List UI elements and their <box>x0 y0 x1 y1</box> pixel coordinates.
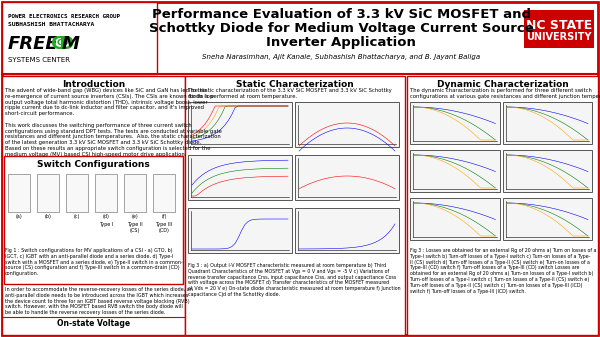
Text: Fig 3 : a) Output I-V MOSFET characteristic measured at room temperature b) Thir: Fig 3 : a) Output I-V MOSFET characteris… <box>188 263 401 297</box>
Bar <box>503 102 592 144</box>
Text: Static Characterization: Static Characterization <box>236 80 354 89</box>
Bar <box>524 10 594 48</box>
Bar <box>37 174 59 212</box>
Text: (f): (f) <box>161 214 167 219</box>
Bar <box>410 102 499 144</box>
Bar <box>410 198 499 240</box>
Bar <box>295 102 399 147</box>
Text: (b): (b) <box>44 214 52 219</box>
Text: The dynamic characterization is performed for three different switch
configurati: The dynamic characterization is performe… <box>410 88 600 99</box>
Bar <box>2 76 185 335</box>
Bar <box>153 174 175 212</box>
Text: Introduction: Introduction <box>62 80 125 89</box>
Bar <box>295 208 399 253</box>
Text: (e): (e) <box>131 214 139 219</box>
Text: FREE: FREE <box>8 35 59 53</box>
Bar <box>188 155 292 200</box>
Text: ↂ: ↂ <box>51 35 74 53</box>
Text: Type I: Type I <box>99 222 113 227</box>
Text: (d): (d) <box>103 214 109 219</box>
Text: (c): (c) <box>74 214 80 219</box>
Text: Schottky Diode for Medium Voltage Current Source: Schottky Diode for Medium Voltage Curren… <box>149 22 533 35</box>
Text: In order to accommodate the reverse-recovery losses of the series diode, an
anti: In order to accommodate the reverse-reco… <box>5 287 193 315</box>
Bar <box>188 208 292 253</box>
Text: POWER ELECTRONICS RESEARCH GROUP: POWER ELECTRONICS RESEARCH GROUP <box>8 14 120 19</box>
Text: NC STATE: NC STATE <box>526 19 592 32</box>
Bar <box>503 150 592 192</box>
Text: The static characterization of the 3.3 kV SiC MOSFET and 3.3 kV SiC Schottky
dio: The static characterization of the 3.3 k… <box>188 88 392 99</box>
Text: Fig 3 : Losses are obtained for an external Rg of 20 ohms a) Turn on losses of a: Fig 3 : Losses are obtained for an exter… <box>410 248 596 294</box>
Bar <box>8 174 30 212</box>
Bar <box>95 174 117 212</box>
Bar <box>4 156 183 284</box>
Bar <box>66 174 88 212</box>
Text: UNIVERSITY: UNIVERSITY <box>526 32 592 42</box>
Text: Inverter Application: Inverter Application <box>266 36 416 49</box>
Text: (a): (a) <box>16 214 22 219</box>
Text: Switch Configurations: Switch Configurations <box>37 160 150 169</box>
Text: The advent of wide-band gap (WBG) devices like SiC and GaN has led to the
re-eme: The advent of wide-band gap (WBG) device… <box>5 88 222 157</box>
Bar <box>503 198 592 240</box>
Text: Sneha Narasimhan, Ajit Kanale, Subhashish Bhattacharya, and B. Jayant Baliga: Sneha Narasimhan, Ajit Kanale, Subhashis… <box>202 54 480 60</box>
Text: Type III
(CD): Type III (CD) <box>155 222 173 233</box>
Text: Fig 1 : Switch configurations for MV applications of a CSI - a) GTO, b)
IGCT, c): Fig 1 : Switch configurations for MV app… <box>5 248 183 276</box>
Text: Type II
(CS): Type II (CS) <box>127 222 143 233</box>
Text: On-state Voltage: On-state Voltage <box>57 319 130 328</box>
Text: Performance Evaluation of 3.3 kV SiC MOSFET and: Performance Evaluation of 3.3 kV SiC MOS… <box>151 8 530 21</box>
Text: SYSTEMS CENTER: SYSTEMS CENTER <box>8 57 70 63</box>
Text: SUBHASHISH BHATTACHARYA: SUBHASHISH BHATTACHARYA <box>8 22 94 27</box>
Text: M: M <box>62 35 80 53</box>
Bar <box>188 102 292 147</box>
Text: Dynamic Characterization: Dynamic Characterization <box>437 80 568 89</box>
Bar <box>2 2 157 74</box>
Bar <box>295 155 399 200</box>
Bar <box>124 174 146 212</box>
Bar <box>410 150 499 192</box>
Bar <box>407 76 598 335</box>
Bar <box>185 76 405 335</box>
